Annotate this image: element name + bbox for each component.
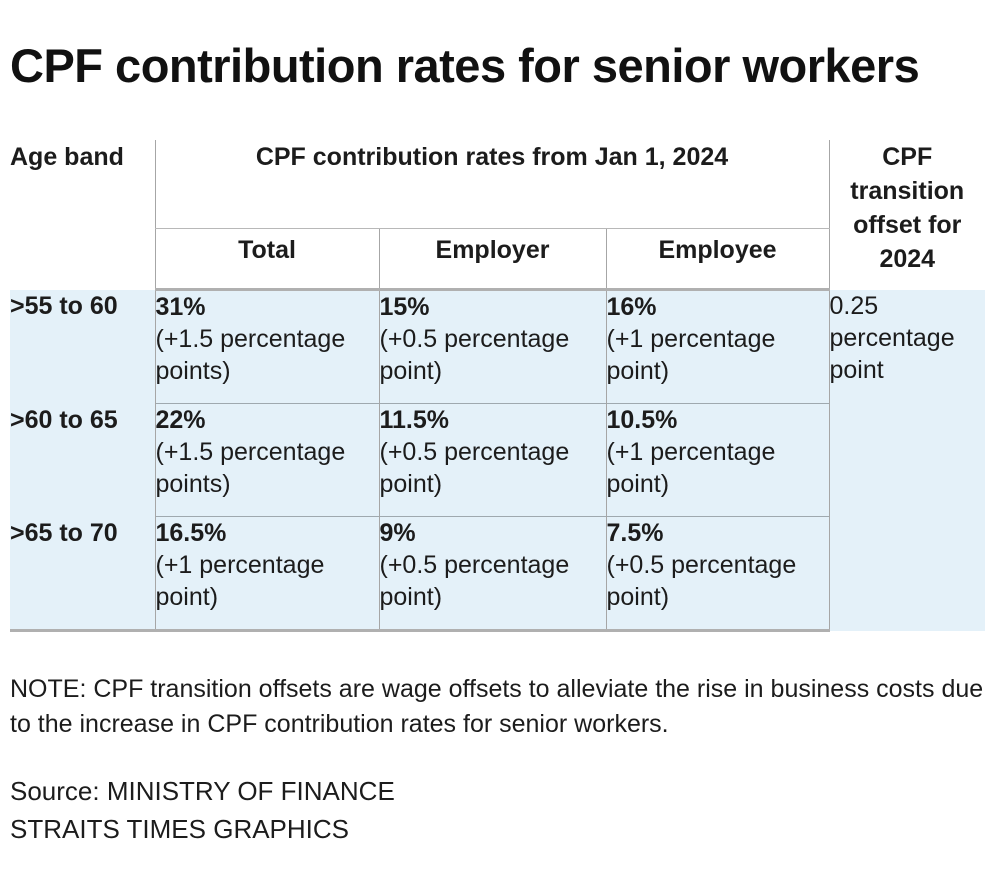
total-change: (+1 percentage point)	[155, 551, 325, 611]
employer-cell: 9% (+0.5 percentage point)	[378, 516, 606, 632]
employee-cell: 7.5% (+0.5 percentage point)	[605, 516, 829, 632]
total-change: (+1.5 percentage points)	[155, 325, 346, 385]
graphics-credit: STRAITS TIMES GRAPHICS	[10, 814, 350, 844]
header-age-band: Age band	[10, 143, 124, 171]
employee-rate: 16%	[606, 293, 657, 321]
table-row: >55 to 60 31% (+1.5 percentage points) 1…	[10, 289, 985, 631]
header-employee: Employee	[605, 228, 829, 291]
cpf-rates-table: Age band CPF contribution rates from Jan…	[10, 140, 985, 632]
employer-rate: 11.5%	[379, 406, 450, 434]
transition-offset-value: 0.25 percentage point	[828, 289, 985, 631]
employer-rate: 15%	[379, 293, 430, 321]
employee-change: (+1 percentage point)	[606, 325, 776, 385]
total-change: (+1.5 percentage points)	[155, 438, 346, 498]
total-cell: 22% (+1.5 percentage points)	[154, 403, 379, 517]
header-transition-offset: CPF transition offset for 2024	[828, 140, 985, 290]
age-band-cell: >60 to 65	[10, 403, 155, 517]
table-row: >60 to 65 22% (+1.5 percentage points) 1…	[10, 403, 985, 517]
employer-change: (+0.5 percentage point)	[379, 551, 570, 611]
table-row: >65 to 70 16.5% (+1 percentage point) 9%…	[10, 516, 985, 632]
source-line: Source: MINISTRY OF FINANCE	[10, 776, 395, 806]
chart-title: CPF contribution rates for senior worker…	[10, 39, 920, 92]
employer-cell: 11.5% (+0.5 percentage point)	[378, 403, 606, 517]
total-cell: 16.5% (+1 percentage point)	[154, 516, 379, 632]
header-total: Total	[154, 228, 379, 291]
age-band-cell: >65 to 70	[10, 516, 155, 632]
total-cell: 31% (+1.5 percentage points)	[154, 289, 379, 404]
employee-rate: 10.5%	[606, 406, 678, 434]
employer-rate: 9%	[379, 519, 416, 547]
footnote: NOTE: CPF transition offsets are wage of…	[10, 675, 984, 738]
employer-change: (+0.5 percentage point)	[379, 438, 570, 498]
employee-change: (+0.5 percentage point)	[606, 551, 797, 611]
total-rate: 22%	[155, 406, 206, 434]
employee-rate: 7.5%	[606, 519, 664, 547]
employee-cell: 10.5% (+1 percentage point)	[605, 403, 829, 517]
employer-cell: 15% (+0.5 percentage point)	[378, 289, 606, 404]
header-contribution-rates: CPF contribution rates from Jan 1, 2024	[154, 140, 829, 229]
employee-change: (+1 percentage point)	[606, 438, 776, 498]
header-employer: Employer	[378, 228, 606, 291]
source-credit: Source: MINISTRY OF FINANCE STRAITS TIME…	[10, 772, 395, 848]
age-band-cell: >55 to 60	[10, 289, 155, 404]
employee-cell: 16% (+1 percentage point)	[605, 289, 829, 404]
employer-change: (+0.5 percentage point)	[379, 325, 570, 385]
total-rate: 31%	[155, 293, 206, 321]
total-rate: 16.5%	[155, 519, 227, 547]
